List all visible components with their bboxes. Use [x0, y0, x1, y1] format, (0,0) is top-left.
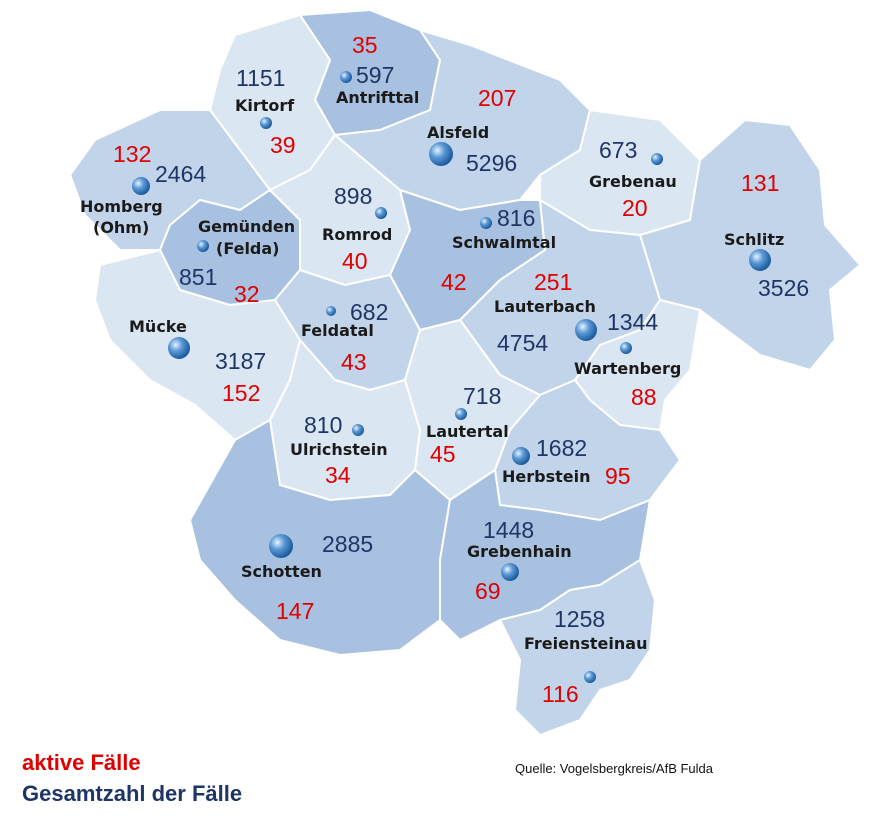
- name-feldatal: Feldatal: [301, 321, 374, 340]
- town-dot-freiensteinau: [584, 671, 596, 683]
- name-gemuenden-line2: (Felda): [216, 239, 280, 258]
- total-wartenberg: 1344: [607, 309, 658, 335]
- total-schotten: 2885: [322, 531, 373, 557]
- total-grebenau: 673: [599, 137, 637, 163]
- active-grebenau: 20: [622, 195, 648, 221]
- name-alsfeld: Alsfeld: [427, 123, 489, 142]
- total-schwalmtal: 816: [497, 205, 535, 231]
- town-dot-lautertal: [455, 408, 467, 420]
- town-dot-ulrichstein: [352, 424, 364, 436]
- total-alsfeld: 5296: [466, 150, 517, 176]
- active-ulrichstein: 34: [325, 462, 351, 488]
- name-ulrichstein: Ulrichstein: [290, 440, 388, 459]
- total-homberg: 2464: [155, 161, 206, 187]
- active-homberg: 132: [113, 141, 151, 167]
- town-dot-schotten: [269, 534, 293, 558]
- name-schotten: Schotten: [241, 562, 322, 581]
- total-romrod: 898: [334, 183, 372, 209]
- labels: 35 597 Antrifttal 1151 Kirtorf 39 207 Al…: [80, 32, 809, 707]
- name-homberg-line1: Homberg: [80, 197, 163, 216]
- name-muecke: Mücke: [129, 317, 187, 336]
- town-dot-wartenberg: [620, 342, 632, 354]
- legend-active-cases: aktive Fälle: [22, 750, 141, 775]
- active-feldatal: 43: [341, 349, 367, 375]
- active-schwalmtal: 42: [441, 269, 467, 295]
- total-schlitz: 3526: [758, 275, 809, 301]
- legend-total-cases: Gesamtzahl der Fälle: [22, 781, 243, 806]
- town-dot-grebenhain: [501, 563, 519, 581]
- name-schwalmtal: Schwalmtal: [452, 233, 556, 252]
- name-wartenberg: Wartenberg: [574, 359, 681, 378]
- name-herbstein: Herbstein: [502, 467, 590, 486]
- name-homberg-line2: (Ohm): [93, 218, 149, 237]
- active-antrifttal: 35: [352, 32, 378, 58]
- town-dot-gemuenden: [197, 240, 209, 252]
- town-dot-romrod: [375, 207, 387, 219]
- name-antrifttal: Antrifttal: [336, 88, 419, 107]
- active-herbstein: 95: [605, 463, 631, 489]
- active-grebenhain: 69: [475, 578, 501, 604]
- town-dot-homberg: [132, 177, 150, 195]
- total-ulrichstein: 810: [304, 412, 342, 438]
- active-freiensteinau: 116: [542, 681, 579, 707]
- town-dot-schlitz: [749, 249, 771, 271]
- name-lauterbach: Lauterbach: [494, 297, 596, 316]
- town-dot-kirtorf: [260, 117, 272, 129]
- town-dot-schwalmtal: [480, 217, 492, 229]
- town-dot-feldatal: [326, 306, 336, 316]
- total-grebenhain: 1448: [483, 517, 534, 543]
- name-freiensteinau: Freiensteinau: [524, 634, 647, 653]
- town-dot-herbstein: [512, 447, 530, 465]
- total-lauterbach: 4754: [497, 330, 548, 356]
- active-muecke: 152: [222, 380, 260, 406]
- name-romrod: Romrod: [322, 225, 392, 244]
- total-feldatal: 682: [350, 299, 388, 325]
- name-grebenau: Grebenau: [589, 172, 677, 191]
- name-gemuenden-line1: Gemünden: [198, 217, 295, 236]
- name-lautertal: Lautertal: [426, 422, 509, 441]
- town-dot-muecke: [168, 337, 190, 359]
- name-schlitz: Schlitz: [724, 230, 784, 249]
- active-kirtorf: 39: [270, 132, 296, 158]
- town-dot-lauterbach: [575, 319, 597, 341]
- total-gemuenden: 851: [179, 264, 217, 290]
- town-dot-antrifttal: [340, 71, 352, 83]
- total-kirtorf: 1151: [236, 65, 285, 91]
- total-lautertal: 718: [463, 383, 501, 409]
- source-note: Quelle: Vogelsbergkreis/AfB Fulda: [515, 761, 713, 776]
- town-dot-grebenau: [651, 153, 663, 165]
- total-antrifttal: 597: [356, 62, 394, 88]
- active-wartenberg: 88: [631, 384, 657, 410]
- name-grebenhain: Grebenhain: [467, 542, 572, 561]
- town-markers: [132, 71, 771, 683]
- active-schotten: 147: [276, 598, 314, 624]
- active-lauterbach: 251: [534, 269, 572, 295]
- total-herbstein: 1682: [536, 435, 587, 461]
- active-lautertal: 45: [430, 441, 456, 467]
- active-romrod: 40: [342, 248, 368, 274]
- region-freiensteinau: [499, 559, 656, 736]
- total-freiensteinau: 1258: [554, 606, 605, 632]
- total-muecke: 3187: [215, 348, 266, 374]
- active-gemuenden: 32: [234, 281, 260, 307]
- active-alsfeld: 207: [478, 85, 516, 111]
- town-dot-alsfeld: [429, 142, 453, 166]
- name-kirtorf: Kirtorf: [235, 96, 295, 115]
- active-schlitz: 131: [741, 170, 779, 196]
